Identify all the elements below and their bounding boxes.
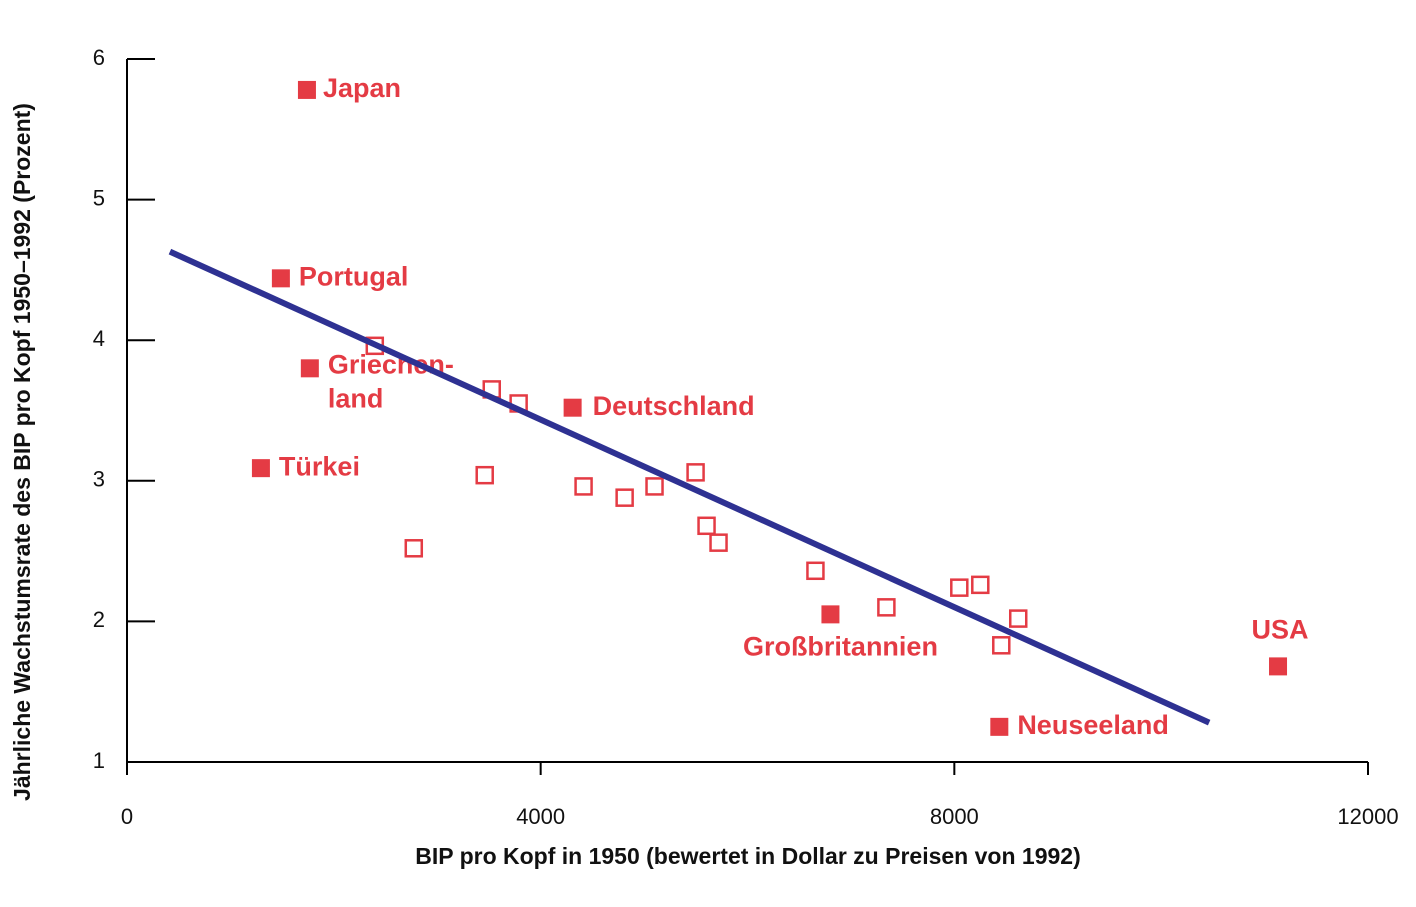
y-tick-label: 4: [93, 326, 105, 351]
point-label: Türkei: [279, 451, 360, 481]
y-tick-label: 5: [93, 185, 105, 210]
point: [404, 539, 424, 558]
point: [563, 398, 582, 417]
point-label: Japan: [323, 73, 401, 103]
point-label: USA: [1252, 615, 1309, 645]
y-tick-label: 1: [93, 748, 105, 773]
point: [645, 477, 664, 496]
y-tick-label: 2: [93, 607, 105, 632]
x-tick-label: 8000: [930, 804, 979, 829]
point: [1008, 609, 1028, 628]
y-axis-label: Jährliche Wachstumsrate des BIP pro Kopf…: [9, 103, 35, 801]
point: [709, 533, 728, 552]
point: [1269, 657, 1288, 676]
point: [971, 575, 990, 595]
point-label: Großbritannien: [743, 631, 938, 661]
point: [574, 477, 593, 496]
point: [475, 465, 494, 485]
point: [806, 561, 825, 581]
point: [821, 605, 840, 624]
point: [251, 459, 270, 478]
point: [950, 578, 969, 597]
point: [686, 463, 705, 482]
point: [615, 488, 634, 507]
x-tick-label: 4000: [516, 804, 565, 829]
x-tick-label: 0: [121, 804, 133, 829]
point: [297, 80, 316, 99]
point: [300, 359, 319, 378]
y-tick-label: 6: [93, 45, 105, 70]
point: [697, 516, 716, 536]
point: [992, 636, 1011, 655]
trend-line: [168, 248, 1211, 726]
point: [990, 717, 1009, 736]
point: [271, 269, 290, 288]
point: [877, 598, 896, 617]
x-tick-label: 12000: [1337, 804, 1398, 829]
point-label: land: [328, 383, 384, 413]
point-label: Neuseeland: [1017, 710, 1169, 740]
y-tick-label: 3: [93, 467, 105, 492]
point-label: Deutschland: [593, 391, 755, 421]
point-label: Portugal: [299, 261, 409, 291]
x-axis-label: BIP pro Kopf in 1950 (bewertet in Dollar…: [415, 843, 1080, 869]
